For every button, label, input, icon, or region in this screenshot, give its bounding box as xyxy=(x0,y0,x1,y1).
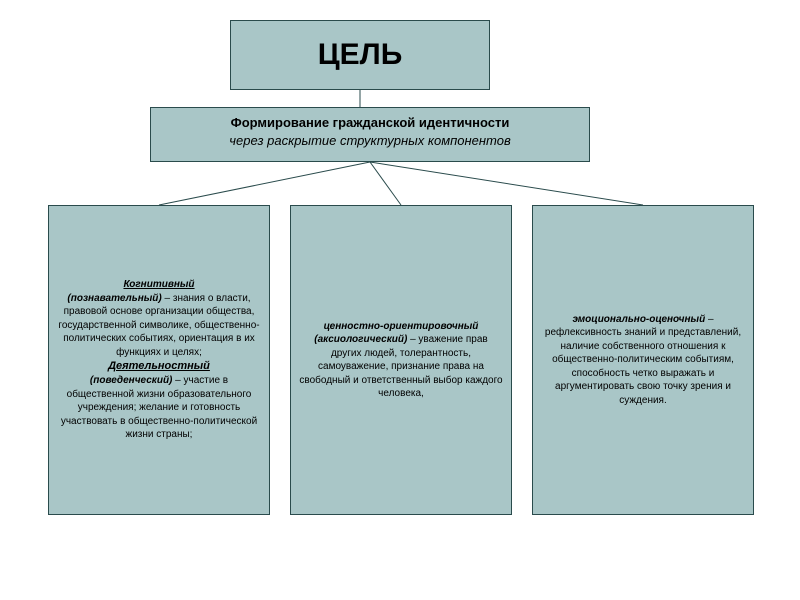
heading-emotional: эмоционально-оценочный xyxy=(572,314,705,325)
connector-fan-right xyxy=(370,162,643,205)
subtitle-line2: через раскрытие структурных компонентов xyxy=(161,132,579,150)
component-box-emotional: эмоционально-оценочный – рефлексивность … xyxy=(532,205,754,515)
text-emotional: – рефлексивность знаний и представлений,… xyxy=(545,314,741,406)
subtitle-box: Формирование гражданской идентичности че… xyxy=(150,107,590,162)
title-box: ЦЕЛЬ xyxy=(230,20,490,90)
connector-fan-mid xyxy=(370,162,401,205)
subheading-value: (аксиологический) xyxy=(314,334,407,345)
component-box-value: ценностно-ориентировочный (аксиологическ… xyxy=(290,205,512,515)
component-body: эмоционально-оценочный – рефлексивность … xyxy=(541,313,745,408)
heading-cognitive: Когнитивный xyxy=(123,279,194,290)
heading-activity: Деятельностный xyxy=(108,360,210,372)
heading-value: ценностно-ориентировочный xyxy=(324,321,479,332)
subheading-activity: (поведенческий) xyxy=(90,375,173,386)
title-text: ЦЕЛЬ xyxy=(318,38,403,72)
component-box-cognitive: Когнитивный (познавательный) – знания о … xyxy=(48,205,270,515)
connector-fan-left xyxy=(159,162,370,205)
subheading-cognitive: (познавательный) xyxy=(67,293,161,304)
component-body: Когнитивный (познавательный) – знания о … xyxy=(57,278,261,441)
subtitle-line1: Формирование гражданской идентичности xyxy=(161,114,579,132)
component-body: ценностно-ориентировочный (аксиологическ… xyxy=(299,320,503,401)
